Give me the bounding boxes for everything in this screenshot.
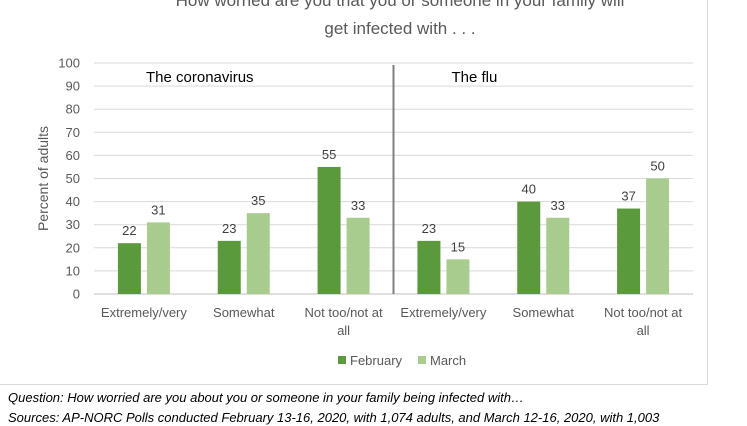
chart-frame [0,0,708,385]
category-label: all [637,323,650,338]
category-label: Somewhat [513,305,575,320]
sources-note: Sources: AP-NORC Polls conducted Februar… [8,410,660,425]
bar [246,213,270,294]
legend-swatch [338,356,346,364]
data-label: 37 [621,189,635,204]
bar [546,217,570,294]
bar [417,240,441,294]
question-note: Question: How worried are you about you … [8,390,524,405]
chart-title-line: How worried are you that you or someone … [176,0,625,10]
panel-label: The flu [452,69,498,86]
data-label: 23 [422,221,436,236]
y-tick-label: 50 [66,171,80,186]
y-tick-label: 10 [66,263,80,278]
bars [117,166,670,294]
data-label: 23 [222,221,236,236]
bar [217,240,241,294]
bar [446,259,470,294]
bar [317,166,341,294]
y-tick-label: 0 [73,287,80,302]
data-label: 31 [151,202,165,217]
bar [346,217,370,294]
bar-chart: How worried are you that you or someone … [35,0,693,368]
category-label: all [337,323,350,338]
data-label: 55 [322,147,336,162]
panel-labels: The coronavirus The flu [146,65,497,294]
bar [517,201,541,294]
y-axis-title-text: Percent of adults [35,126,51,231]
chart-title: How worried are you that you or someone … [176,0,625,38]
category-label: Somewhat [213,305,275,320]
y-tick-label: 90 [66,79,80,94]
y-tick-label: 60 [66,148,80,163]
category-label: Not too/not at [604,305,682,320]
data-label: 33 [351,198,365,213]
category-label: Extremely/very [400,305,486,320]
bar [117,243,141,294]
y-tick-label: 30 [66,217,80,232]
y-tick-label: 40 [66,194,80,209]
data-label: 50 [650,159,664,174]
data-label: 15 [451,239,465,254]
category-label: Not too/not at [305,305,383,320]
y-axis-title: Percent of adults [35,126,51,231]
data-label: 35 [251,193,265,208]
y-axis-ticks: 0 10 20 30 40 50 60 70 80 90 100 [58,56,80,302]
data-label: 22 [122,223,136,238]
y-tick-label: 100 [58,56,80,71]
data-label: 33 [551,198,565,213]
bar [617,208,641,294]
legend-label: February [350,353,403,368]
bar [146,222,170,294]
y-tick-label: 70 [66,125,80,140]
legend-label: March [430,353,466,368]
panel-label: The coronavirus [146,69,254,86]
category-labels: Extremely/very Somewhat Not too/not at all E… [101,305,683,338]
y-tick-label: 80 [66,102,80,117]
category-label: Extremely/very [101,305,187,320]
y-tick-label: 20 [66,240,80,255]
data-labels: 22 31 23 35 55 33 23 15 40 33 37 50 [122,147,665,254]
bar [646,178,670,294]
legend: February March [338,353,466,368]
chart-title-line: get infected with . . . [324,19,475,38]
legend-swatch [418,356,426,364]
data-label: 40 [522,182,536,197]
